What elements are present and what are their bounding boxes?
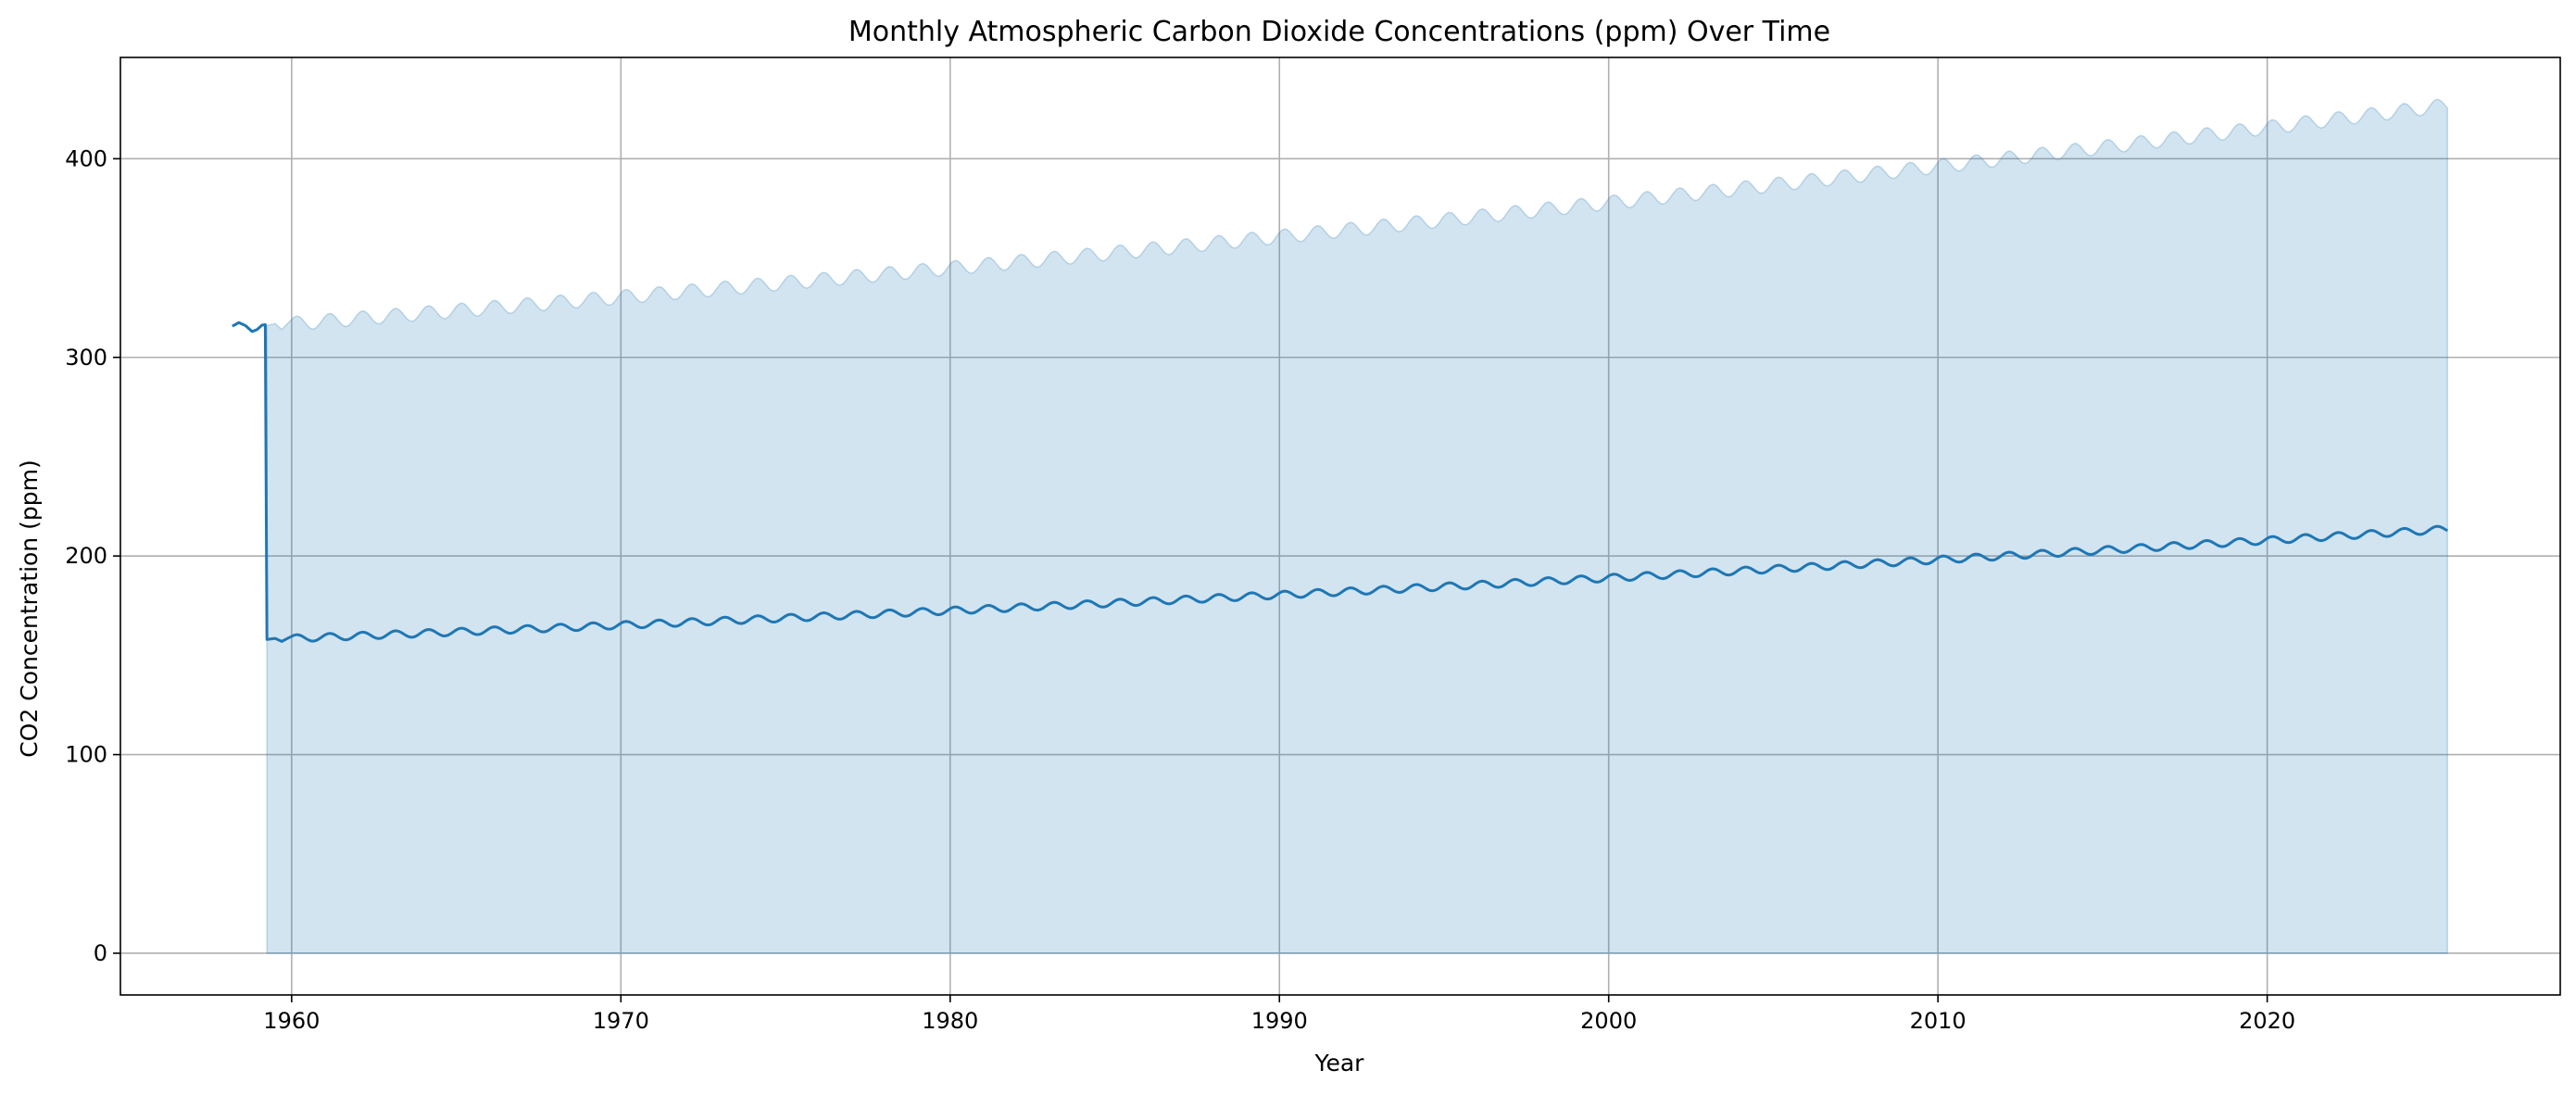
y-tick-label: 300	[65, 345, 107, 371]
grid	[120, 57, 2560, 995]
x-tick-label: 1960	[263, 1008, 320, 1034]
x-tick-label: 1980	[922, 1008, 978, 1034]
y-axis-label: CO2 Concentration (ppm)	[16, 459, 43, 757]
plot-frame	[119, 57, 2561, 996]
x-tick-label: 2010	[1910, 1008, 1967, 1034]
y-tick-label: 100	[65, 742, 107, 768]
confidence-band	[266, 98, 2448, 954]
x-tick-label: 1970	[593, 1008, 649, 1034]
y-tick-label: 200	[65, 543, 107, 569]
co2-line	[232, 321, 2448, 643]
x-axis-ticks: 1960 1970 1980 1990 2000 2010 2020	[263, 995, 2295, 1034]
series-line	[232, 321, 2448, 643]
x-tick-label: 2000	[1580, 1008, 1637, 1034]
y-axis-ticks: 0 100 200 300 400	[65, 145, 120, 966]
chart-title: Monthly Atmospheric Carbon Dioxide Conce…	[848, 16, 1830, 48]
x-axis-label: Year	[1314, 1050, 1365, 1076]
band-area	[266, 98, 2448, 954]
x-tick-label: 2020	[2239, 1008, 2295, 1034]
y-tick-label: 400	[65, 145, 107, 171]
y-tick-label: 0	[94, 940, 107, 966]
x-tick-label: 1990	[1251, 1008, 1308, 1034]
